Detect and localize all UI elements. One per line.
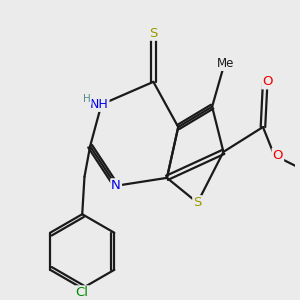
Text: Me: Me: [217, 57, 234, 70]
Text: N: N: [111, 179, 121, 192]
Text: Cl: Cl: [76, 286, 89, 299]
Text: H: H: [83, 94, 91, 104]
Text: S: S: [149, 27, 158, 40]
Text: NH: NH: [90, 98, 109, 111]
Text: S: S: [193, 196, 202, 209]
Text: O: O: [262, 75, 273, 88]
Text: O: O: [273, 149, 283, 162]
